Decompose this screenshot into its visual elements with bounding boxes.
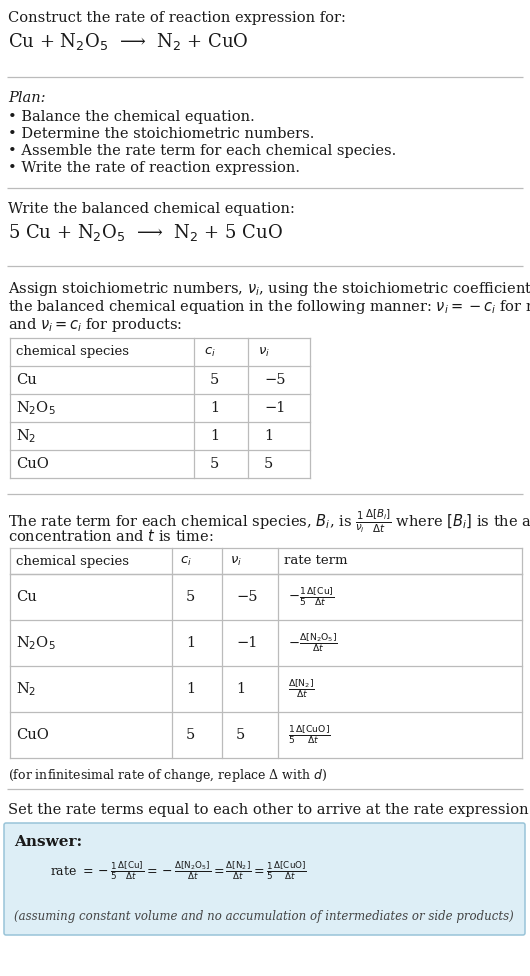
Text: • Determine the stoichiometric numbers.: • Determine the stoichiometric numbers. [8,127,314,141]
Text: the balanced chemical equation in the following manner: $\nu_i = -c_i$ for react: the balanced chemical equation in the fo… [8,298,530,316]
Text: −5: −5 [236,590,258,604]
Text: $c_i$: $c_i$ [180,554,192,568]
Text: 5: 5 [210,457,219,471]
Text: Cu: Cu [16,373,37,387]
Text: N$_2$: N$_2$ [16,680,37,698]
Text: 1: 1 [210,429,219,443]
Text: 1: 1 [264,429,273,443]
Text: 5: 5 [264,457,273,471]
Text: Answer:: Answer: [14,835,82,849]
Text: • Assemble the rate term for each chemical species.: • Assemble the rate term for each chemic… [8,144,396,158]
Text: Cu + N$_2$O$_5$  ⟶  N$_2$ + CuO: Cu + N$_2$O$_5$ ⟶ N$_2$ + CuO [8,31,249,52]
FancyBboxPatch shape [4,823,525,935]
Text: Plan:: Plan: [8,91,46,105]
Text: N$_2$O$_5$: N$_2$O$_5$ [16,399,56,417]
Text: $\nu_i$: $\nu_i$ [258,346,270,358]
Text: −1: −1 [264,401,285,415]
Text: CuO: CuO [16,728,49,742]
Text: Cu: Cu [16,590,37,604]
Text: N$_2$: N$_2$ [16,427,37,445]
Text: rate $= -\frac{1}{5}\frac{\Delta[\mathrm{Cu}]}{\Delta t} = -\frac{\Delta[\mathrm: rate $= -\frac{1}{5}\frac{\Delta[\mathrm… [50,859,307,881]
Text: and $\nu_i = c_i$ for products:: and $\nu_i = c_i$ for products: [8,316,182,334]
Text: (assuming constant volume and no accumulation of intermediates or side products): (assuming constant volume and no accumul… [14,910,514,923]
Text: (for infinitesimal rate of change, replace Δ with $d$): (for infinitesimal rate of change, repla… [8,767,328,784]
Text: $\frac{\Delta[\mathrm{N_2}]}{\Delta t}$: $\frac{\Delta[\mathrm{N_2}]}{\Delta t}$ [288,677,315,701]
Text: 5: 5 [210,373,219,387]
Text: rate term: rate term [284,554,348,567]
Text: 5 Cu + N$_2$O$_5$  ⟶  N$_2$ + 5 CuO: 5 Cu + N$_2$O$_5$ ⟶ N$_2$ + 5 CuO [8,222,283,243]
Text: Write the balanced chemical equation:: Write the balanced chemical equation: [8,202,295,216]
Text: 1: 1 [186,682,195,696]
Text: CuO: CuO [16,457,49,471]
Text: −5: −5 [264,373,286,387]
Text: $-\frac{\Delta[\mathrm{N_2O_5}]}{\Delta t}$: $-\frac{\Delta[\mathrm{N_2O_5}]}{\Delta … [288,631,338,655]
Text: chemical species: chemical species [16,554,129,567]
Text: $-\frac{1}{5}\frac{\Delta[\mathrm{Cu}]}{\Delta t}$: $-\frac{1}{5}\frac{\Delta[\mathrm{Cu}]}{… [288,586,334,608]
Text: N$_2$O$_5$: N$_2$O$_5$ [16,634,56,652]
Text: 5: 5 [186,728,195,742]
Text: Construct the rate of reaction expression for:: Construct the rate of reaction expressio… [8,11,346,25]
Text: 1: 1 [210,401,219,415]
Text: $\nu_i$: $\nu_i$ [230,554,242,568]
Text: 1: 1 [186,636,195,650]
Text: • Write the rate of reaction expression.: • Write the rate of reaction expression. [8,161,300,175]
Text: 5: 5 [236,728,245,742]
Text: 1: 1 [236,682,245,696]
Text: −1: −1 [236,636,258,650]
Text: • Balance the chemical equation.: • Balance the chemical equation. [8,110,255,124]
Text: The rate term for each chemical species, $B_i$, is $\frac{1}{\nu_i}\frac{\Delta[: The rate term for each chemical species,… [8,508,530,536]
Text: Assign stoichiometric numbers, $\nu_i$, using the stoichiometric coefficients, $: Assign stoichiometric numbers, $\nu_i$, … [8,280,530,298]
Text: $\frac{1}{5}\frac{\Delta[\mathrm{CuO}]}{\Delta t}$: $\frac{1}{5}\frac{\Delta[\mathrm{CuO}]}{… [288,724,331,746]
Text: chemical species: chemical species [16,346,129,358]
Text: 5: 5 [186,590,195,604]
Text: $c_i$: $c_i$ [204,346,216,358]
Text: Set the rate terms equal to each other to arrive at the rate expression:: Set the rate terms equal to each other t… [8,803,530,817]
Text: concentration and $t$ is time:: concentration and $t$ is time: [8,528,214,544]
